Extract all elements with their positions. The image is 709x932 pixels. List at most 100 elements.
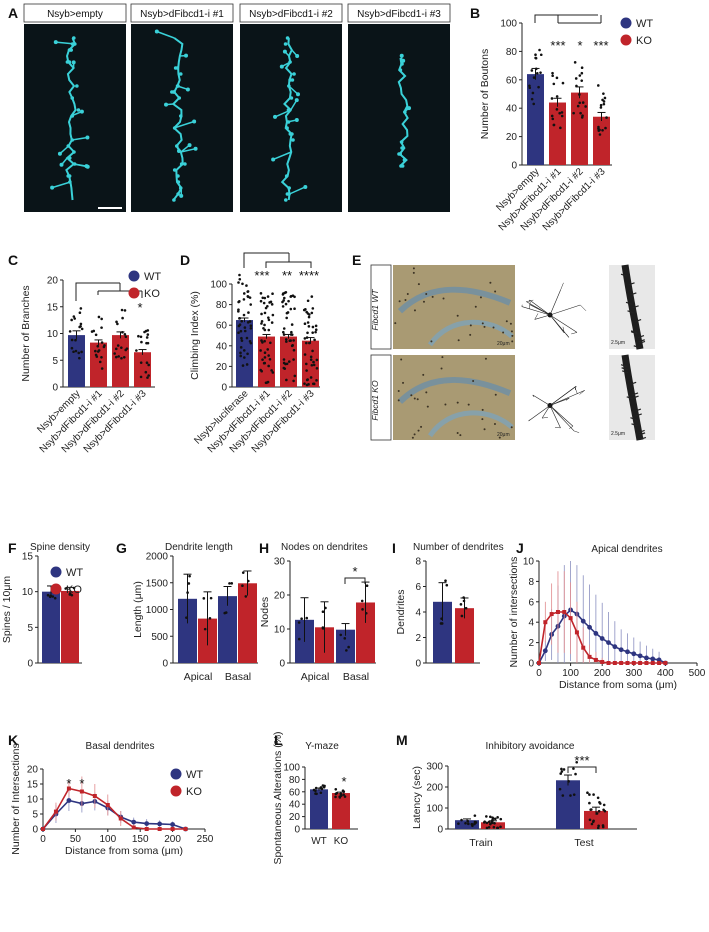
neuron-soma	[444, 403, 447, 406]
data-point	[650, 661, 655, 665]
data-point	[266, 380, 270, 384]
bouton	[70, 138, 75, 142]
bouton	[398, 68, 403, 72]
bouton	[53, 40, 58, 45]
data-point	[146, 376, 149, 379]
y-axis-label: Length (μm)	[132, 581, 144, 638]
micrograph	[24, 24, 126, 212]
bouton	[71, 60, 76, 65]
spine	[634, 408, 642, 412]
data-point	[230, 582, 234, 585]
neuron-soma	[492, 326, 495, 329]
data-point	[144, 827, 149, 831]
data-point	[238, 323, 242, 327]
data-point	[237, 331, 240, 335]
data-point	[555, 610, 560, 614]
neuron-soma	[422, 300, 425, 303]
y-tick-label: 80	[506, 47, 518, 58]
data-point	[282, 296, 286, 300]
data-point	[341, 789, 345, 792]
data-point	[490, 820, 494, 823]
data-point	[188, 574, 191, 578]
data-point	[576, 104, 580, 108]
spine	[630, 330, 638, 334]
neuron-soma	[430, 340, 433, 343]
data-point	[305, 378, 309, 382]
data-point	[100, 326, 103, 329]
data-point	[260, 322, 263, 325]
bar	[556, 780, 580, 829]
data-point	[183, 827, 188, 831]
data-point	[612, 661, 617, 665]
bouton	[172, 126, 177, 130]
bouton	[72, 36, 76, 40]
data-point	[297, 621, 301, 624]
data-point	[313, 338, 316, 342]
spine	[635, 413, 642, 417]
data-point	[574, 772, 577, 776]
neuron-branch	[289, 186, 306, 195]
significance-marker: *	[137, 300, 142, 315]
data-point	[72, 315, 76, 318]
neuron-soma	[456, 432, 459, 435]
significance-marker: ***	[550, 38, 565, 53]
bar	[527, 74, 544, 165]
bouton	[154, 29, 159, 34]
bouton	[75, 84, 79, 88]
y-tick-label: 2	[415, 633, 421, 644]
panel-I: I Number of dendrites 0 2 4 6 8 Dendrites	[392, 540, 504, 670]
significance-marker: ****	[299, 268, 319, 283]
data-point	[528, 86, 532, 90]
data-point	[580, 79, 584, 82]
spine	[620, 273, 628, 277]
bouton	[288, 78, 292, 82]
data-point	[123, 309, 127, 312]
data-point	[530, 97, 534, 101]
data-point	[631, 661, 636, 665]
spine	[628, 282, 635, 286]
spine	[631, 331, 638, 335]
data-point	[309, 355, 313, 359]
data-point	[315, 358, 319, 362]
data-point	[558, 111, 561, 115]
spine	[626, 396, 633, 400]
data-point	[605, 116, 608, 119]
data-point	[145, 361, 149, 365]
y-tick-label: 10	[22, 587, 34, 598]
bar	[481, 822, 505, 829]
bouton	[289, 96, 294, 100]
data-point	[444, 579, 447, 583]
y-tick-label: 4	[415, 608, 421, 619]
data-point	[631, 651, 637, 657]
data-point	[537, 661, 541, 665]
data-point	[139, 361, 143, 364]
data-point	[555, 76, 559, 80]
data-point	[131, 819, 137, 825]
neuron-process	[280, 37, 293, 201]
neuron-soma	[400, 358, 403, 361]
data-point	[261, 358, 264, 361]
bouton	[50, 185, 55, 190]
spine	[627, 310, 634, 314]
data-point	[284, 302, 288, 306]
data-point	[243, 356, 246, 359]
y-tick-label: 20	[506, 132, 518, 143]
data-point	[269, 300, 273, 304]
data-point	[536, 72, 539, 75]
neuron-soma	[459, 434, 462, 437]
bouton	[287, 108, 292, 112]
data-point	[598, 128, 601, 132]
neuron-soma	[474, 305, 477, 308]
bouton	[291, 138, 295, 142]
data-point	[314, 324, 318, 328]
data-point	[100, 317, 103, 321]
neuron-soma	[398, 300, 401, 303]
traced-dendrite	[560, 282, 564, 290]
bouton	[283, 42, 288, 46]
data-point	[123, 332, 127, 336]
data-point	[51, 595, 55, 598]
neuron-soma	[469, 333, 472, 336]
y-tick-label: 20	[274, 591, 286, 602]
data-point	[462, 599, 466, 603]
